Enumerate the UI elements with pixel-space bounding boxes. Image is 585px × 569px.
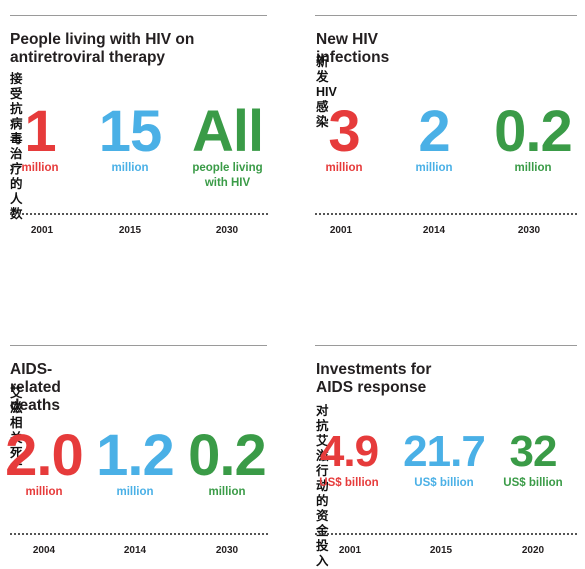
divider-line [315,15,577,16]
stat-2014: 1.2 million [95,427,175,500]
dotted-divider [315,533,577,535]
year-label: 2030 [215,545,239,556]
stat-unit: US$ billion [414,477,474,489]
stat-value: 3 [328,99,360,164]
stat-value: 0.2 [188,423,267,488]
year-label: 2001 [30,225,54,236]
stat-unit: million [325,162,363,174]
year-label: 2015 [118,225,142,236]
stat-unit: million [21,162,59,174]
stat-value: 1.2 [96,423,175,488]
stat-2015: 21.7 US$ billion [398,428,490,491]
stat-unit: million [415,162,453,174]
stat-2001: 3 million [313,103,375,176]
panel-title: People living with HIV on antiretroviral… [10,31,195,66]
stat-2030: All people living with HIV [180,103,275,191]
stat-unit: million [111,162,149,174]
year-label: 2015 [429,545,453,556]
stat-value: 4.9 [319,427,379,476]
divider-line [10,345,267,346]
year-label: 2004 [32,545,56,556]
year-label: 2030 [215,225,239,236]
divider-line [315,345,577,346]
stat-unit: people living with HIV [192,162,263,189]
year-label: 2030 [517,225,541,236]
panel-subtitle: 对抗艾滋行动的资金投入 [316,404,329,568]
stat-value: 0.2 [494,99,573,164]
stat-value: 1 [24,99,56,164]
stat-2014: 2 million [403,103,465,176]
year-label: 2001 [329,225,353,236]
stat-value: All [191,99,264,164]
stat-value: 15 [98,99,163,164]
year-label: 2020 [521,545,545,556]
stat-unit: million [208,486,246,498]
panel-title: AIDS-related deaths [10,361,61,414]
panel-subtitle: 新发HIV感染 [316,55,337,129]
stat-unit: US$ billion [503,477,563,489]
stat-value: 21.7 [403,427,486,476]
panel-title: New HIV infections [316,31,390,66]
divider-line [10,15,267,16]
dotted-divider [10,213,268,215]
panel-subtitle: 接受抗病毒治疗的人数 [10,72,23,221]
year-label: 2014 [422,225,446,236]
stat-value: 32 [509,427,558,476]
stat-2001: 1 million [5,103,75,176]
stat-unit: million [25,486,63,498]
panel-title: Investments for AIDS response [316,361,432,396]
stat-2030: 0.2 million [486,103,580,176]
stat-value: 2 [418,99,450,164]
stat-2004: 2.0 million [0,427,88,500]
stat-unit: US$ billion [319,477,379,489]
stat-2001: 4.9 US$ billion [313,428,385,491]
stat-2015: 15 million [90,103,170,176]
panel-subtitle: 艾滋相关死亡 [10,386,23,475]
year-label: 2001 [338,545,362,556]
year-label: 2014 [123,545,147,556]
dotted-divider [10,533,268,535]
stat-unit: million [514,162,552,174]
stat-2030: 0.2 million [183,427,271,500]
dotted-divider [315,213,577,215]
stat-unit: million [116,486,154,498]
stat-value: 2.0 [5,423,84,488]
stat-2020: 32 US$ billion [495,428,571,491]
